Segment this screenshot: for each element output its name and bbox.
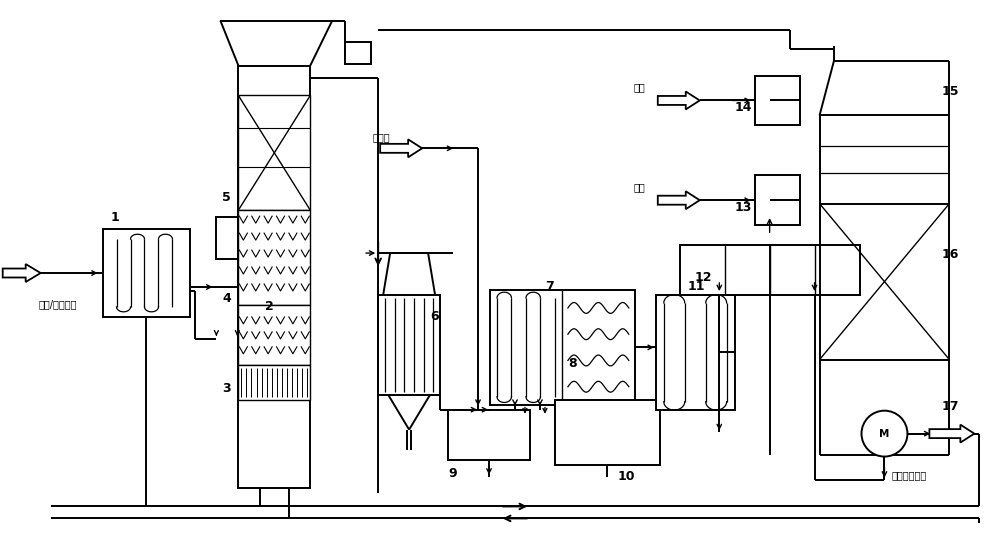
FancyArrow shape [658, 92, 700, 110]
Bar [448, 410, 530, 459]
Bar [103, 229, 190, 317]
Bar [238, 305, 310, 365]
FancyArrow shape [929, 425, 974, 443]
Text: 16: 16 [941, 248, 959, 260]
Bar [216, 217, 238, 259]
Text: 12: 12 [695, 271, 712, 283]
Bar [238, 365, 310, 400]
Text: 15: 15 [941, 85, 959, 98]
Text: 工艺水: 工艺水 [373, 132, 390, 143]
Text: 17: 17 [941, 400, 959, 413]
Bar [680, 245, 860, 295]
Text: 烧结/球团烟气: 烧结/球团烟气 [39, 299, 77, 309]
Text: 氨气: 氨气 [633, 83, 645, 92]
Bar [755, 75, 800, 125]
Bar [555, 400, 660, 465]
Text: 3: 3 [222, 382, 231, 395]
Text: M: M [879, 429, 890, 439]
FancyArrow shape [658, 191, 700, 209]
Bar [345, 41, 371, 64]
Text: 6: 6 [430, 310, 439, 324]
Text: 9: 9 [448, 467, 457, 480]
Bar [755, 176, 800, 225]
Text: 燃气: 燃气 [633, 182, 645, 192]
Text: 7: 7 [545, 281, 554, 293]
Circle shape [861, 411, 907, 457]
Bar [238, 65, 310, 489]
Bar [238, 96, 310, 210]
Text: 13: 13 [735, 201, 752, 214]
FancyArrow shape [380, 139, 422, 157]
Text: 4: 4 [222, 292, 231, 305]
Text: 5: 5 [222, 191, 231, 203]
Bar [378, 295, 440, 395]
Bar [656, 295, 735, 410]
FancyArrow shape [3, 264, 41, 282]
Bar [490, 290, 635, 405]
Text: 11: 11 [688, 281, 705, 293]
Text: 1: 1 [111, 211, 119, 224]
Bar [238, 210, 310, 305]
Text: 净烟气去烟囱: 净烟气去烟囱 [892, 471, 927, 481]
Text: 14: 14 [735, 101, 752, 114]
Text: 8: 8 [568, 357, 577, 370]
Text: 10: 10 [618, 470, 635, 483]
Text: 2: 2 [265, 300, 274, 314]
